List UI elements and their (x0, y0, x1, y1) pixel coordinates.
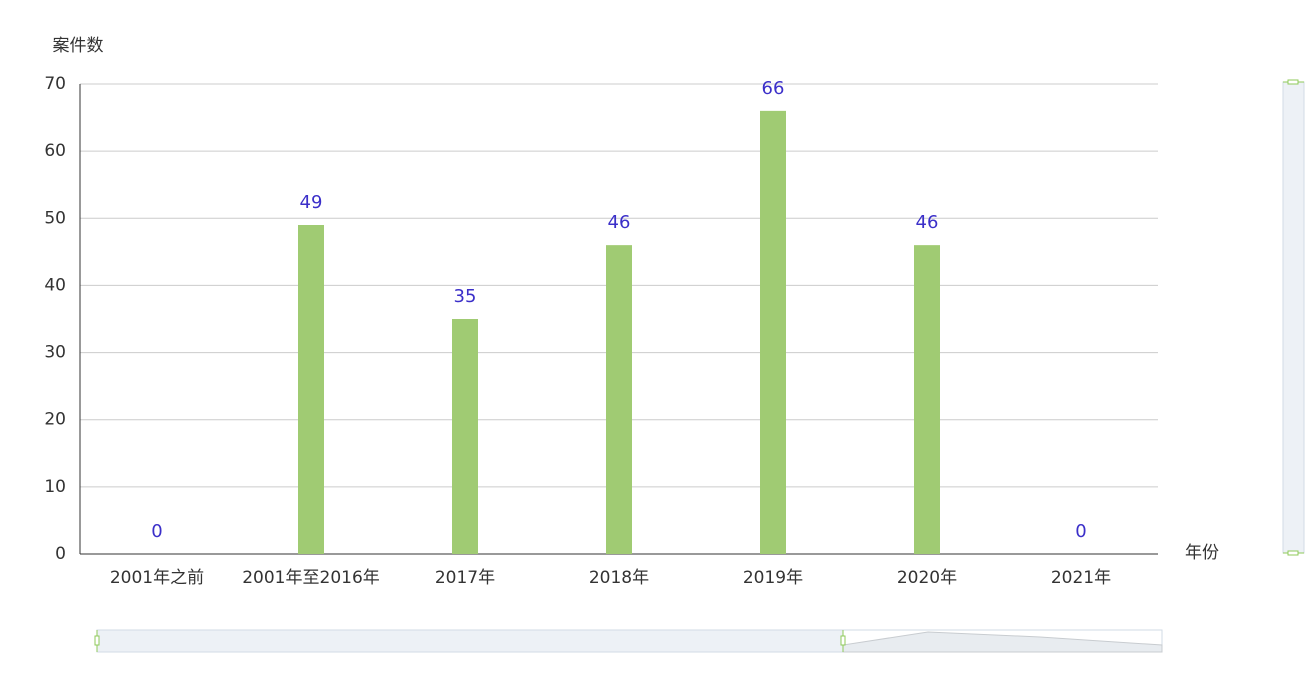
bar (914, 245, 940, 554)
bar (452, 319, 478, 554)
x-tick-label: 2018年 (589, 568, 649, 588)
data-label: 0 (151, 521, 162, 542)
y-tick-label: 60 (44, 141, 66, 161)
slider-handle-grip[interactable] (840, 635, 846, 646)
slider-handle-grip[interactable] (94, 635, 100, 646)
y-tick-label: 20 (44, 410, 66, 430)
x-tick-label: 2020年 (897, 568, 957, 588)
x-tick-label: 2019年 (743, 568, 803, 588)
x-axis-name: 年份 (1185, 543, 1219, 563)
y-tick-label: 0 (55, 544, 66, 564)
x-tick-label: 2017年 (435, 568, 495, 588)
x-tick-label: 2001年之前 (110, 568, 204, 588)
y-tick-label: 70 (44, 74, 66, 94)
slider-handle-grip[interactable] (1287, 79, 1299, 85)
x-tick-label: 2001年至2016年 (242, 568, 380, 588)
data-label: 46 (916, 212, 939, 233)
data-label: 66 (762, 78, 785, 99)
y-axis-name: 案件数 (53, 36, 104, 56)
y-tick-label: 50 (44, 208, 66, 228)
bar (298, 225, 324, 554)
slider-selection (1282, 81, 1305, 554)
horizontal-zoom-slider[interactable] (94, 629, 1163, 653)
data-label: 49 (300, 192, 323, 213)
slider-handle-grip[interactable] (1287, 550, 1299, 556)
x-tick-label: 2021年 (1051, 568, 1111, 588)
data-label: 46 (608, 212, 631, 233)
y-tick-label: 40 (44, 275, 66, 295)
bar (606, 245, 632, 554)
y-tick-label: 10 (44, 477, 66, 497)
vertical-zoom-slider[interactable] (1282, 79, 1305, 556)
data-label: 35 (454, 286, 477, 307)
data-label: 0 (1075, 521, 1086, 542)
slider-selection (97, 630, 843, 652)
bar (760, 110, 786, 554)
y-tick-label: 30 (44, 343, 66, 363)
